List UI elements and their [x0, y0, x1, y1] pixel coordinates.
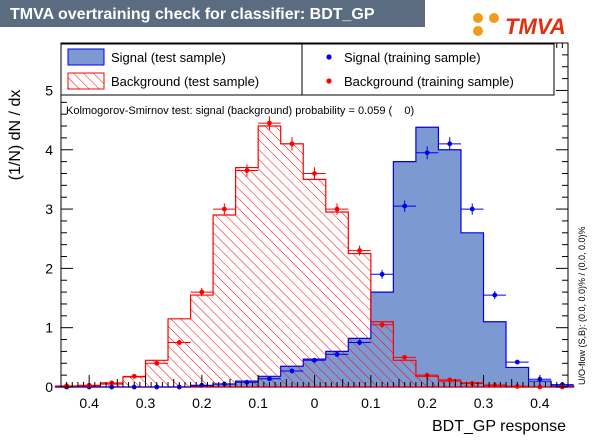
- y-axis-label: (1/N) dN / dx: [7, 90, 24, 181]
- tmva-logo: TMVA: [473, 13, 566, 39]
- x-tick-label: 0.1: [361, 395, 381, 411]
- x-tick-label: 0.4: [530, 395, 550, 411]
- x-tick-label: 0.4: [79, 395, 99, 411]
- y-tick-label: 5: [45, 82, 53, 98]
- y-tick-label: 4: [45, 142, 53, 158]
- x-tick-label: 0.2: [417, 395, 437, 411]
- background-train-point: [438, 377, 461, 383]
- y-tick-label: 1: [45, 320, 53, 336]
- legend-marker-background-train: [326, 78, 332, 84]
- background-train-point: [280, 137, 304, 151]
- x-tick-label: 0.3: [474, 395, 494, 411]
- background-train-point: [303, 167, 326, 180]
- signal-train-point: [483, 291, 507, 300]
- background-train-point: [168, 339, 191, 346]
- signal-train-point: [370, 269, 394, 279]
- background-train-point: [393, 354, 416, 360]
- background-train-point: [258, 116, 281, 130]
- legend-label-background-train: Background (training sample): [344, 74, 514, 89]
- signal-train-point: [303, 357, 326, 363]
- signal-train-point: [438, 137, 461, 151]
- background-train-point: [235, 164, 259, 177]
- legend-marker-signal-train: [326, 54, 332, 60]
- legend-swatch-signal-test: [67, 48, 105, 66]
- title-background: [0, 0, 425, 27]
- signal-train-point: [460, 203, 484, 215]
- x-tick-label: 0.2: [192, 395, 212, 411]
- signal-train-point: [258, 376, 281, 382]
- background-train-point: [325, 203, 349, 215]
- x-tick-label: 0.3: [136, 395, 156, 411]
- logo-dot-1: [473, 13, 483, 23]
- legend-label-background-test: Background (test sample): [111, 74, 259, 89]
- x-tick-label: 0: [311, 395, 319, 411]
- signal-train-point: [415, 146, 439, 160]
- background-train-point: [190, 287, 214, 297]
- x-tick-label: 0.1: [248, 395, 268, 411]
- legend-label-signal-test: Signal (test sample): [111, 50, 226, 65]
- logo-text: TMVA: [505, 14, 566, 39]
- ks-test-text: Kolmogorov-Smirnov test: signal (backgro…: [66, 105, 414, 117]
- background-train-point: [213, 203, 236, 215]
- logo-dot-2: [489, 13, 499, 23]
- signal-train-point: [393, 200, 416, 212]
- chart-title: TMVA overtraining check for classifier: …: [10, 6, 375, 23]
- legend-swatch-background-test: [67, 72, 105, 90]
- background-train-point: [370, 321, 394, 329]
- signal-train-point: [348, 339, 371, 346]
- overflow-text: U/O-flow (S,B): (0.0, 0.0)% / (0.0, 0.0)…: [577, 226, 587, 385]
- signal-train-point: [280, 368, 304, 374]
- y-tick-label: 2: [45, 260, 53, 276]
- x-axis-label: BDT_GP response: [432, 418, 566, 435]
- legend: Signal (test sample) Background (test sa…: [60, 43, 555, 96]
- title-bar: TMVA overtraining check for classifier: …: [0, 0, 425, 27]
- logo-dot-3: [473, 26, 483, 36]
- y-tick-label: 3: [45, 201, 53, 217]
- y-tick-label: 0: [45, 379, 53, 395]
- background-train-point: [145, 360, 169, 366]
- signal-train-point: [325, 351, 349, 357]
- background-train-point: [122, 373, 146, 379]
- legend-label-signal-train: Signal (training sample): [344, 50, 481, 65]
- signal-train-point: [506, 359, 529, 365]
- legend-right-box: [301, 43, 555, 96]
- background-train-point: [348, 245, 371, 256]
